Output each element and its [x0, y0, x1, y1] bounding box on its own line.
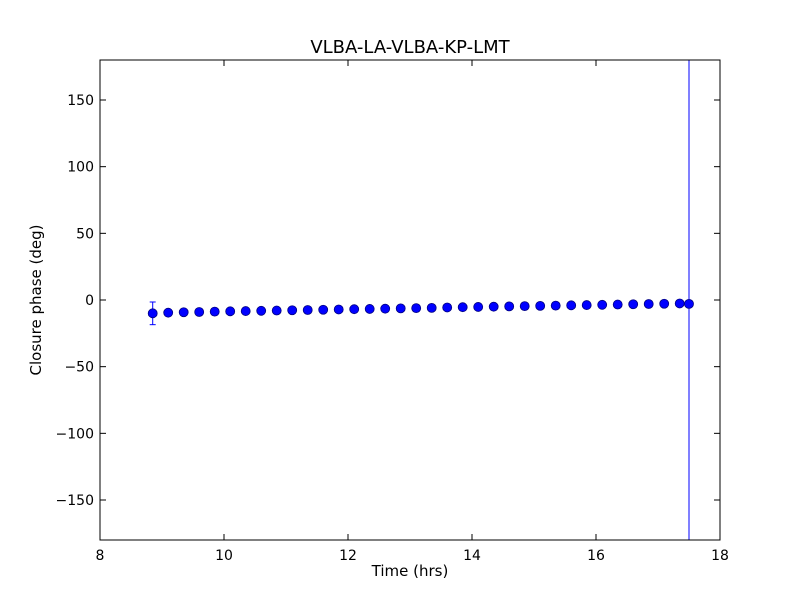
data-point [178, 307, 189, 318]
data-point [535, 300, 546, 311]
data-point [612, 299, 623, 310]
data-point [504, 301, 515, 312]
data-point [163, 307, 174, 318]
data-point [674, 298, 685, 309]
data-point [426, 302, 437, 313]
y-tick-label: 50 [76, 226, 94, 242]
x-tick-label: 14 [463, 548, 481, 564]
x-tick-label: 18 [711, 548, 729, 564]
data-point [597, 299, 608, 310]
data-point [271, 305, 282, 316]
data-point [209, 306, 220, 317]
x-tick-label: 12 [339, 548, 357, 564]
data-point [411, 303, 422, 314]
data-point [473, 302, 484, 312]
data-point [225, 306, 236, 317]
x-tick-label: 16 [587, 548, 605, 564]
data-point [318, 304, 329, 315]
data-point [240, 306, 251, 316]
data-point [550, 300, 561, 311]
x-axis-label: Time (hrs) [371, 562, 449, 580]
y-tick-label: 150 [67, 93, 94, 109]
x-axis-ticks: 8 10 12 14 16 18 [96, 60, 729, 564]
data-points [147, 298, 694, 319]
data-point [302, 305, 313, 315]
plot-frame [99, 59, 721, 541]
error-bars [149, 60, 690, 540]
data-point [628, 299, 639, 310]
data-point [287, 305, 298, 316]
data-point [519, 301, 530, 312]
y-tick-label: −150 [56, 493, 94, 509]
x-tick-label: 8 [96, 548, 105, 564]
y-axis-ticks: −150 −100 −50 0 50 100 150 [56, 93, 720, 509]
y-tick-label: −50 [64, 360, 94, 376]
data-point [380, 303, 391, 314]
y-tick-label: 100 [67, 160, 94, 176]
data-point [256, 305, 267, 316]
data-point [147, 308, 158, 319]
data-point [488, 301, 499, 312]
data-point [581, 300, 592, 310]
data-point [643, 299, 654, 309]
data-point [194, 307, 205, 317]
data-point [457, 302, 468, 313]
y-tick-label: −100 [56, 426, 94, 442]
data-point [442, 302, 453, 313]
data-point [349, 304, 360, 315]
data-point [364, 304, 375, 314]
data-point [333, 304, 344, 315]
x-tick-label: 10 [215, 548, 233, 564]
y-axis-label: Closure phase (deg) [27, 225, 45, 376]
y-tick-label: 0 [85, 293, 94, 309]
chart-title: VLBA-LA-VLBA-KP-LMT [310, 37, 510, 58]
data-point [684, 298, 694, 309]
data-point [395, 303, 406, 314]
data-point [566, 300, 577, 311]
data-point [659, 298, 670, 309]
